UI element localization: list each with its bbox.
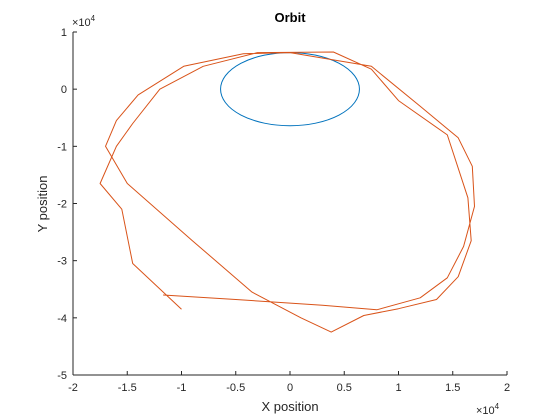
x-tick-label: -1.5 xyxy=(118,382,137,394)
y-tick-label: -5 xyxy=(57,370,67,382)
x-tick-label: 1 xyxy=(395,382,401,394)
plot-series xyxy=(99,51,475,333)
series-2-line xyxy=(99,51,475,333)
x-exponent-power: 4 xyxy=(495,402,500,411)
x-tick-label: -0.5 xyxy=(226,382,245,394)
y-tick-label: -2 xyxy=(57,199,67,211)
y-axis-exponent: ×104 xyxy=(72,14,96,29)
x-axis-label: X position xyxy=(261,399,318,414)
x-tick-label: -1 xyxy=(177,382,187,394)
y-tick-label: 1 xyxy=(61,27,67,39)
y-tick-label: 0 xyxy=(61,84,67,96)
y-tick-label: -3 xyxy=(57,256,67,268)
x-tick-label: 0.5 xyxy=(337,382,352,394)
x-tick-label: -2 xyxy=(68,382,78,394)
x-tick-label: 1.5 xyxy=(445,382,460,394)
x-ticks: -2 -1.5 -1 -0.5 0 0.5 1 1.5 2 xyxy=(68,371,510,394)
y-ticks: -5 -4 -3 -2 -1 0 1 xyxy=(57,27,77,382)
y-exponent-base: ×10 xyxy=(72,17,91,29)
x-tick-label: 0 xyxy=(287,382,293,394)
x-tick-label: 2 xyxy=(504,382,510,394)
x-axis-exponent: ×104 xyxy=(476,402,500,417)
y-tick-label: -1 xyxy=(57,141,67,153)
y-axis-label: Y position xyxy=(35,176,50,233)
y-tick-label: -4 xyxy=(57,313,67,325)
x-exponent-base: ×10 xyxy=(476,405,495,417)
chart-title: Orbit xyxy=(274,10,306,25)
y-exponent-power: 4 xyxy=(91,14,96,23)
